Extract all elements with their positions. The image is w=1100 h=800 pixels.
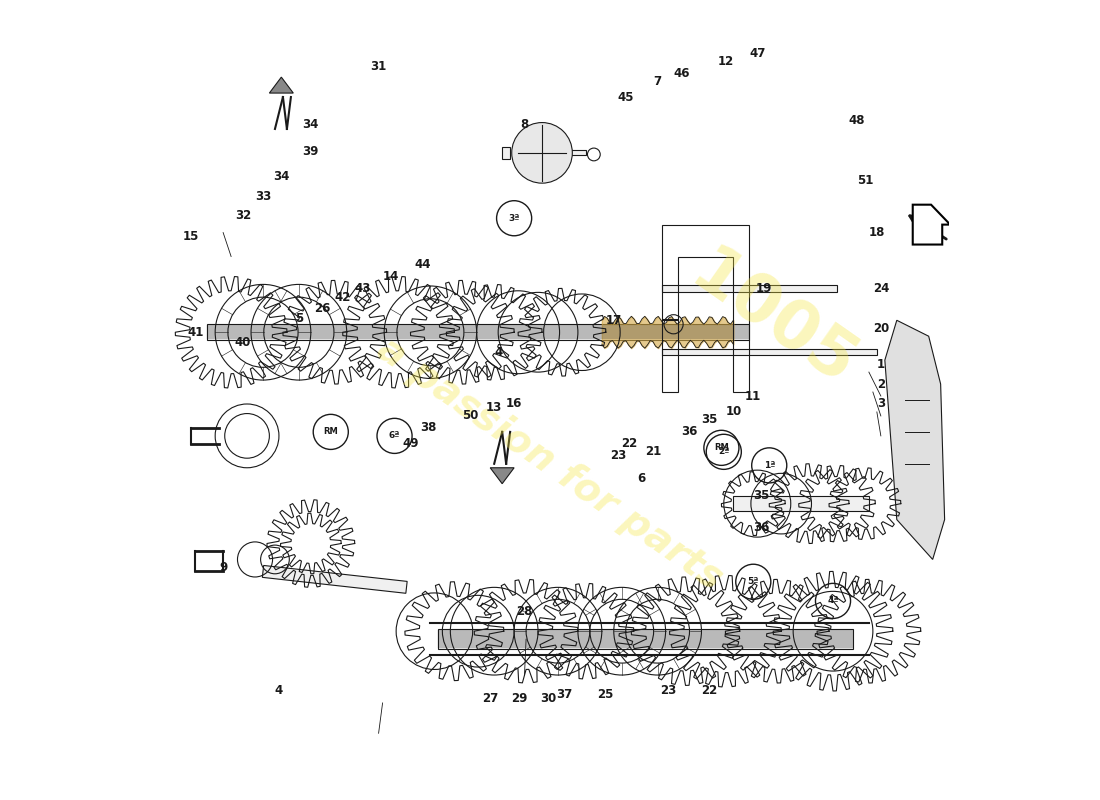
Text: 36: 36	[754, 521, 770, 534]
Text: 23: 23	[609, 450, 626, 462]
Text: 20: 20	[872, 322, 889, 334]
Polygon shape	[884, 320, 945, 559]
Text: 48: 48	[849, 114, 866, 127]
Text: RM: RM	[323, 427, 338, 436]
Text: 47: 47	[749, 46, 766, 60]
Text: a passion for parts: a passion for parts	[370, 330, 730, 598]
Text: 2ª: 2ª	[718, 447, 729, 456]
Text: 9: 9	[219, 561, 228, 574]
Text: 14: 14	[383, 270, 398, 283]
Text: 33: 33	[255, 190, 271, 203]
Text: 1: 1	[877, 358, 884, 370]
Text: 51: 51	[857, 174, 873, 187]
Polygon shape	[661, 349, 877, 355]
Text: 39: 39	[302, 145, 319, 158]
Text: 29: 29	[512, 693, 528, 706]
Text: 43: 43	[354, 282, 371, 295]
Text: 38: 38	[420, 422, 437, 434]
Polygon shape	[913, 205, 950, 245]
Text: 8: 8	[520, 118, 529, 131]
Text: 42: 42	[334, 291, 351, 305]
Text: 22: 22	[621, 438, 638, 450]
Text: 35: 35	[754, 489, 770, 502]
Text: 11: 11	[745, 390, 761, 402]
Text: 32: 32	[235, 209, 251, 222]
Polygon shape	[734, 497, 869, 511]
Text: 21: 21	[646, 446, 662, 458]
Polygon shape	[262, 566, 407, 594]
Text: 1ª: 1ª	[763, 461, 774, 470]
Text: 3ª: 3ª	[508, 214, 520, 222]
Circle shape	[512, 122, 572, 183]
Text: 50: 50	[462, 410, 478, 422]
Text: 25: 25	[597, 689, 614, 702]
Text: 4ª: 4ª	[827, 596, 839, 606]
Text: 15: 15	[183, 230, 199, 243]
Text: 16: 16	[506, 398, 522, 410]
Text: 12: 12	[717, 54, 734, 68]
Text: 18: 18	[869, 226, 886, 239]
Text: 34: 34	[302, 118, 319, 131]
Text: 23: 23	[660, 685, 676, 698]
Text: 4: 4	[275, 685, 283, 698]
Text: RM: RM	[714, 443, 729, 452]
Text: 10: 10	[725, 406, 741, 418]
Text: 44: 44	[415, 258, 431, 271]
Text: 5ª: 5ª	[748, 578, 759, 586]
Text: 22: 22	[702, 685, 717, 698]
Text: 6ª: 6ª	[389, 431, 400, 440]
Text: 19: 19	[756, 282, 772, 295]
Polygon shape	[565, 150, 586, 155]
Text: 26: 26	[315, 302, 331, 315]
Text: 45: 45	[617, 90, 634, 103]
Text: 36: 36	[681, 426, 697, 438]
Polygon shape	[439, 630, 852, 649]
Polygon shape	[207, 324, 749, 340]
Text: 27: 27	[482, 693, 498, 706]
Text: 7: 7	[653, 74, 662, 88]
Text: 34: 34	[273, 170, 289, 183]
Text: 37: 37	[557, 689, 572, 702]
Polygon shape	[491, 468, 514, 484]
Text: 46: 46	[673, 66, 690, 80]
Text: 41: 41	[187, 326, 204, 338]
Polygon shape	[503, 147, 510, 159]
Text: 49: 49	[403, 438, 419, 450]
Text: 4: 4	[494, 346, 503, 358]
Text: 1005: 1005	[679, 240, 868, 401]
Polygon shape	[270, 77, 294, 93]
Text: 13: 13	[486, 402, 503, 414]
Text: 35: 35	[702, 414, 717, 426]
Text: 5: 5	[295, 312, 302, 325]
Text: 28: 28	[516, 605, 532, 618]
Text: 6: 6	[638, 472, 646, 485]
Text: 40: 40	[235, 336, 251, 349]
Text: 31: 31	[371, 60, 387, 74]
Text: 3: 3	[877, 398, 884, 410]
Polygon shape	[661, 286, 837, 291]
Text: 24: 24	[872, 282, 889, 295]
Text: 2: 2	[877, 378, 884, 390]
Text: 30: 30	[540, 693, 557, 706]
Text: 17: 17	[606, 314, 621, 326]
